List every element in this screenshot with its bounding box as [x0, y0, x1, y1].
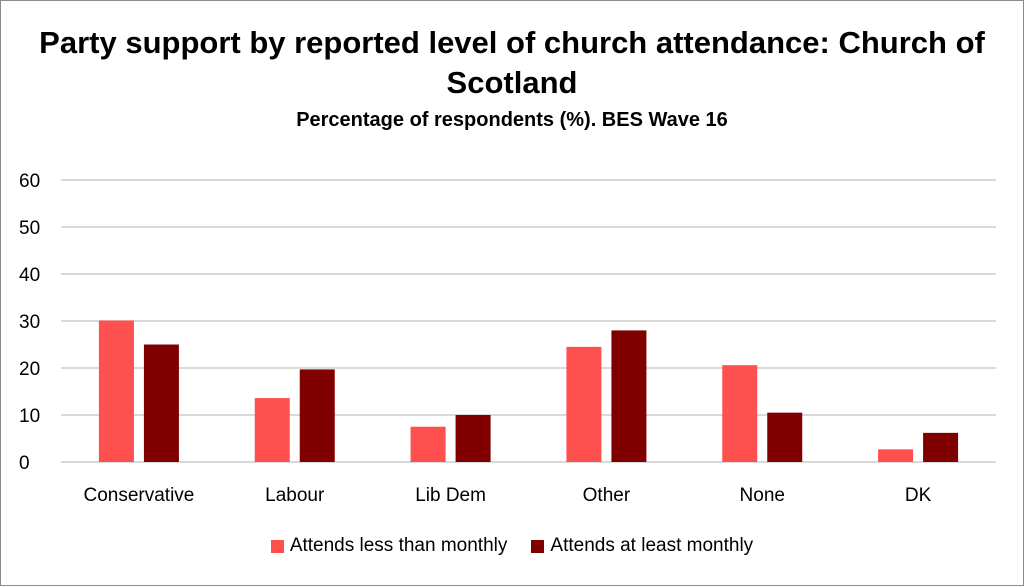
bar-labour-series-1 [299, 369, 335, 462]
y-tick-label: 60 [19, 171, 40, 192]
bar-none-series-0 [722, 365, 758, 462]
legend-item-less-monthly: Attends less than monthly [270, 535, 508, 557]
x-tick-label: Lib Dem [415, 485, 486, 506]
chart-subtitle: Percentage of respondents (%). BES Wave … [296, 109, 728, 131]
legend-swatch [531, 539, 545, 553]
bar-labour-series-0 [254, 398, 290, 462]
y-tick-label: 0 [19, 453, 30, 474]
bar-other-series-0 [566, 346, 602, 462]
y-tick-label: 10 [19, 406, 40, 427]
x-tick-label: Labour [265, 485, 325, 506]
bar-lib-dem-series-0 [410, 426, 446, 462]
x-tick-label: None [740, 485, 785, 506]
bar-dk-series-0 [878, 449, 914, 462]
legend-item-at-least-monthly: Attends at least monthly [531, 535, 753, 557]
bar-conservative-series-1 [143, 344, 179, 462]
bar-conservative-series-0 [98, 320, 134, 462]
legend: Attends less than monthly Attends at lea… [1, 535, 1023, 557]
bar-other-series-1 [611, 330, 647, 462]
y-tick-label: 40 [19, 265, 40, 286]
bar-dk-series-1 [923, 432, 959, 462]
chart-title: Party support by reported level of churc… [39, 25, 985, 100]
y-tick-label: 20 [19, 359, 40, 380]
y-tick-label: 50 [19, 218, 40, 239]
legend-label: Attends less than monthly [289, 535, 508, 556]
y-tick-label: 30 [19, 312, 40, 333]
bar-none-series-1 [767, 412, 803, 462]
x-tick-label: DK [905, 485, 932, 506]
x-tick-label: Conservative [83, 485, 194, 506]
bar-lib-dem-series-1 [455, 415, 491, 462]
legend-label: Attends at least monthly [550, 535, 754, 556]
legend-swatch [270, 539, 284, 553]
x-tick-label: Other [583, 485, 631, 506]
